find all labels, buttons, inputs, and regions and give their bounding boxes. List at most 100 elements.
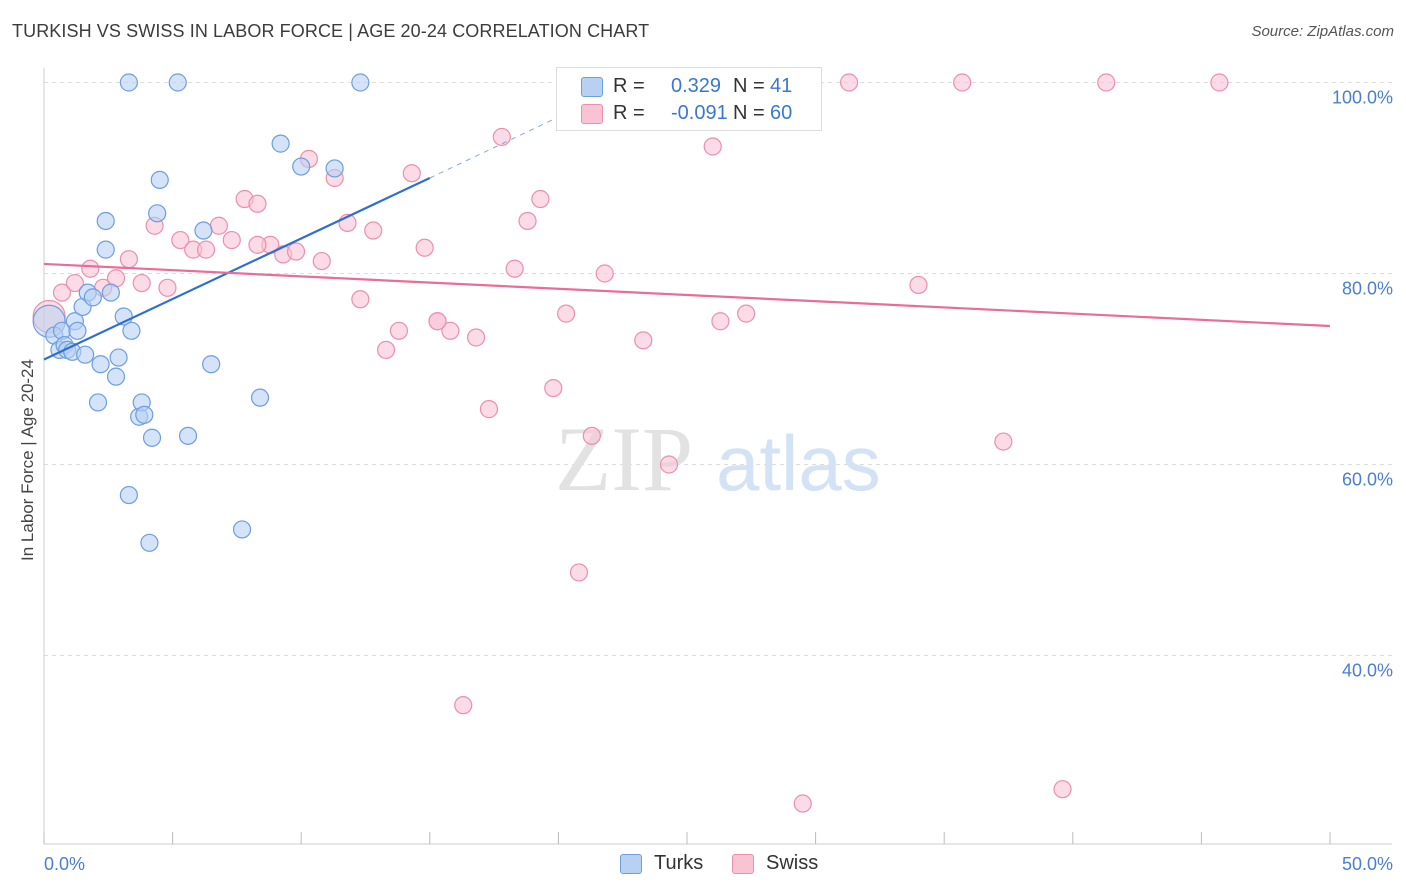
swiss-point [415, 238, 434, 257]
turks-point [83, 288, 102, 307]
swiss-point [634, 331, 653, 350]
swiss-point [1210, 73, 1229, 92]
turks-point [96, 240, 115, 259]
turks-point [68, 321, 87, 340]
turks-point [194, 221, 213, 240]
swiss-n-value: 60 [770, 102, 793, 124]
turks-point [109, 348, 128, 367]
turks-point [250, 388, 270, 407]
swiss-point [376, 340, 396, 359]
swiss-n-label: N = [733, 102, 765, 124]
swiss-point [711, 312, 730, 331]
turks-legend-swatch [620, 854, 642, 874]
turks-point [271, 134, 290, 153]
swiss-point [65, 273, 84, 293]
swiss-point [793, 794, 812, 813]
swiss-point [364, 221, 383, 240]
turks-point [202, 355, 221, 374]
swiss-trend-line [43, 262, 1331, 328]
tick-labels: 100.0% 80.0% 60.0% 40.0% 0.0% 50.0% [44, 88, 1393, 875]
turks-point [101, 283, 120, 302]
swiss-point [479, 400, 499, 419]
axes [43, 68, 1392, 845]
y-tick-label: 40.0% [1342, 661, 1393, 681]
trend-lines [43, 98, 1331, 361]
swiss-point [505, 259, 524, 278]
turks-point [91, 355, 110, 374]
swiss-point [171, 230, 190, 250]
turks-swatch [581, 77, 603, 97]
bottom-legend-swiss: Swiss [732, 852, 852, 876]
swiss-legend-swatch [732, 854, 754, 874]
turks-n-value: 41 [770, 75, 793, 97]
swiss-point [119, 250, 138, 269]
swiss-point [196, 240, 216, 259]
turks-point [148, 204, 167, 223]
swiss-point [441, 321, 460, 340]
swiss-point [839, 73, 859, 92]
swiss-point [994, 432, 1013, 451]
y-tick-label: 100.0% [1332, 88, 1393, 108]
turks-point [292, 157, 311, 176]
turks-r-label: R = [613, 75, 645, 97]
swiss-r-label: R = [613, 102, 645, 124]
y-tick-label: 80.0% [1342, 279, 1393, 299]
turks-point [119, 73, 138, 92]
swiss-point [222, 230, 241, 250]
swiss-point [209, 216, 228, 235]
y-tick-label: 60.0% [1342, 470, 1393, 490]
turks-point [140, 533, 159, 552]
turks-point [178, 426, 198, 445]
swiss-point [492, 127, 511, 147]
turks-point [325, 159, 344, 178]
swiss-point [544, 379, 563, 398]
swiss-point [1053, 780, 1072, 799]
turks-point [122, 321, 141, 340]
swiss-point [81, 259, 100, 278]
source-credit: Source: ZipAtlas.com [1251, 23, 1394, 40]
gridlines [44, 82, 1392, 656]
turks-point [76, 345, 95, 364]
swiss-point [466, 328, 486, 347]
turks-point [119, 485, 138, 505]
swiss-point [659, 455, 679, 474]
turks-legend-label: Turks [654, 852, 704, 874]
swiss-r-value: -0.091 [671, 102, 728, 124]
bottom-legend-turks: Turks [620, 852, 740, 876]
chart-title: TURKISH VS SWISS IN LABOR FORCE | AGE 20… [12, 21, 650, 41]
swiss-point [389, 321, 409, 340]
swiss-point [909, 275, 928, 295]
x-tick-label: 0.0% [44, 854, 85, 874]
turks-point [96, 211, 115, 231]
turks-point [135, 405, 154, 424]
swiss-legend-label: Swiss [766, 852, 819, 874]
swiss-point [703, 137, 722, 156]
turks-point [351, 73, 370, 92]
turks-points [32, 73, 370, 552]
swiss-point [518, 211, 537, 231]
swiss-point [52, 283, 72, 302]
turks-point [88, 393, 108, 412]
turks-r-value: 0.329 [671, 75, 722, 97]
swiss-point [402, 164, 421, 183]
turks-point [150, 170, 169, 190]
swiss-point [454, 696, 473, 715]
turks-point [106, 367, 126, 386]
turks-n-label: N = [733, 75, 765, 97]
turks-point [142, 428, 162, 447]
swiss-point [428, 312, 447, 331]
swiss-point [286, 242, 306, 261]
swiss-point [132, 273, 151, 293]
swiss-point [1097, 73, 1116, 92]
swiss-point [158, 278, 177, 297]
swiss-point [953, 73, 972, 92]
turks-point [232, 520, 252, 539]
correlation-legend: R = 0.329 N = 41 R = -0.091 N = 60 [556, 67, 822, 131]
watermark-atlas: atlas [716, 419, 881, 507]
swiss-swatch [581, 104, 603, 124]
swiss-point [595, 264, 614, 283]
turks-point [168, 73, 187, 92]
swiss-point [248, 194, 267, 213]
x-tick-label: 50.0% [1342, 854, 1393, 874]
turks-trend-line [43, 177, 431, 361]
